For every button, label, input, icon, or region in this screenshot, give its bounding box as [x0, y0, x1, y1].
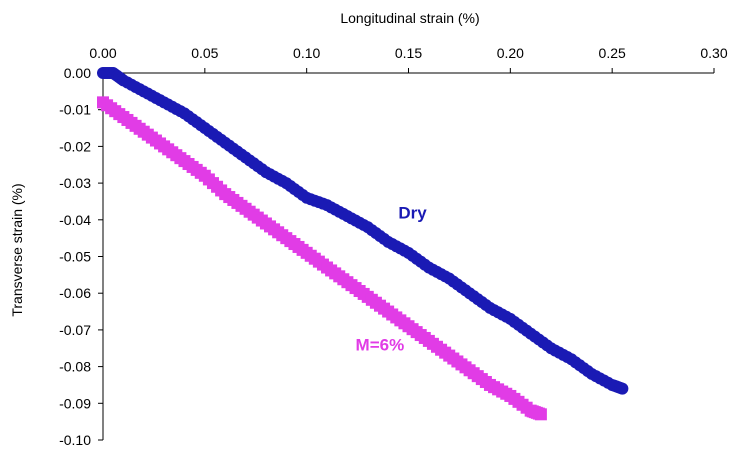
x-tick-label: 0.05 — [191, 45, 218, 61]
x-tick-label: 0.00 — [89, 45, 116, 61]
y-tick-label: -0.07 — [59, 322, 91, 338]
x-tick-label: 0.25 — [599, 45, 626, 61]
series-label-dry: Dry — [398, 203, 427, 222]
y-tick-label: -0.06 — [59, 285, 91, 301]
y-tick-label: -0.03 — [59, 175, 91, 191]
y-tick-label: -0.08 — [59, 359, 91, 375]
y-tick-label: -0.09 — [59, 395, 91, 411]
annotations: Dry M=6% — [356, 203, 428, 354]
series-m-6 — [97, 96, 547, 421]
y-tick-label: -0.10 — [59, 432, 91, 448]
data-point-dry — [616, 382, 629, 395]
x-axis-title: Longitudinal strain (%) — [340, 10, 479, 26]
data-marks — [97, 67, 629, 421]
axis-ticks: 0.00 0.05 0.10 0.15 0.20 0.25 0.30 0.00 -0.01 -0.… — [59, 45, 728, 448]
x-tick-label: 0.20 — [497, 45, 524, 61]
x-tick-label: 0.15 — [395, 45, 422, 61]
series-dry — [97, 67, 629, 395]
y-tick-label: -0.04 — [59, 212, 91, 228]
data-point-m-6 — [534, 408, 547, 421]
y-tick-label: 0.00 — [64, 65, 91, 81]
y-axis-title: Transverse strain (%) — [9, 183, 25, 316]
y-tick-label: -0.02 — [59, 138, 91, 154]
y-tick-label: -0.01 — [59, 102, 91, 118]
y-tick-label: -0.05 — [59, 249, 91, 265]
x-tick-label: 0.30 — [700, 45, 727, 61]
series-label-m-6: M=6% — [356, 336, 405, 355]
x-tick-label: 0.10 — [293, 45, 320, 61]
